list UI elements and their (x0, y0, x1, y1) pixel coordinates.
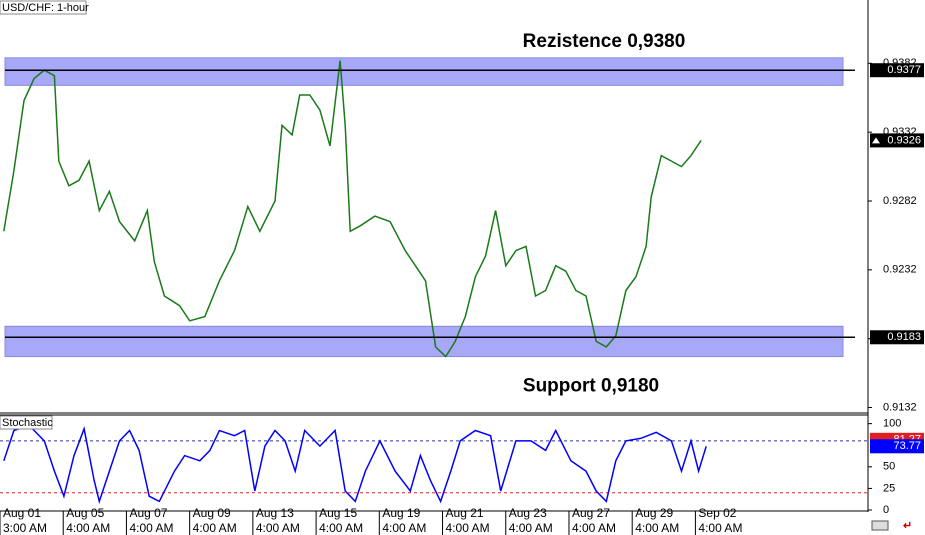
annotation: Support 0,9180 (523, 376, 659, 397)
x-tick-label: Aug 09 (193, 506, 231, 520)
price-readout-box (870, 330, 924, 345)
x-tick-time: 4:00 AM (446, 521, 490, 535)
zone (4, 325, 844, 358)
y-tick-label: 25 (883, 482, 895, 494)
x-tick-label: Aug 15 (319, 506, 357, 520)
price-readout: 0.9377 (887, 64, 921, 76)
scroll-icon[interactable] (871, 520, 889, 531)
panel-title-box (0, 415, 53, 430)
x-tick-time: 3:00 AM (3, 521, 47, 535)
y-tick-label: 0.9282 (883, 195, 917, 207)
y-tick-label: 0 (883, 504, 889, 516)
x-tick-time: 4:00 AM (193, 521, 237, 535)
x-tick-time: 4:00 AM (66, 521, 110, 535)
annotation: Rezistence 0,9380 (523, 31, 686, 52)
x-tick-label: Aug 21 (446, 506, 484, 520)
x-tick-label: Aug 07 (129, 506, 167, 520)
x-tick-label: Aug 13 (256, 506, 294, 520)
y-tick-label: 50 (883, 461, 895, 473)
x-tick-time: 4:00 AM (635, 521, 679, 535)
x-tick-label: Aug 05 (66, 506, 104, 520)
x-tick-label: Aug 19 (382, 506, 420, 520)
price-readout: 0.9326 (887, 134, 921, 146)
x-tick-time: 4:00 AM (256, 521, 300, 535)
price-readout: 0.9183 (887, 331, 921, 343)
x-tick-label: Aug 01 (3, 506, 41, 520)
y-tick-label: 0.9232 (883, 264, 917, 276)
x-tick-time: 4:00 AM (572, 521, 616, 535)
panel-title: USD/CHF: 1-hour (2, 2, 89, 14)
price-readout-box (870, 439, 924, 454)
x-tick-label: Sep 02 (698, 506, 736, 520)
zone (4, 57, 844, 86)
series-line (3, 424, 707, 505)
x-tick-time: 4:00 AM (129, 521, 173, 535)
readout-arrow (872, 137, 880, 144)
x-tick-time: 4:00 AM (382, 521, 426, 535)
shift-icon[interactable]: ↵ (903, 520, 912, 532)
y-tick-label: 0.9132 (883, 401, 917, 413)
series-line (3, 60, 702, 358)
panel-title: Stochastic (2, 417, 53, 429)
price-readout-box (870, 133, 924, 148)
x-tick-label: Aug 27 (572, 506, 610, 520)
price-readout-box (870, 63, 924, 78)
x-tick-time: 4:00 AM (319, 521, 363, 535)
price-readout: 73.77 (893, 440, 921, 452)
panel-title-box (0, 0, 87, 15)
x-tick-time: 4:00 AM (698, 521, 742, 535)
x-tick-time: 4:00 AM (509, 521, 553, 535)
x-tick-label: Aug 29 (635, 506, 673, 520)
x-tick-label: Aug 23 (509, 506, 547, 520)
y-tick-label: 100 (883, 418, 901, 430)
